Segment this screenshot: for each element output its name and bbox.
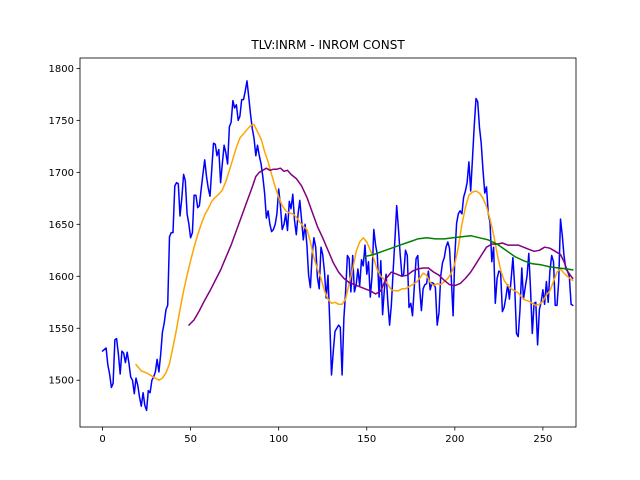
y-tick-label: 1800: [49, 64, 74, 75]
series-line-3: [364, 234, 574, 271]
x-tick-label: 250: [533, 434, 552, 445]
y-tick-label: 1750: [49, 116, 74, 127]
y-tick-label: 1600: [49, 272, 74, 283]
series-line-0: [101, 80, 574, 412]
y-axis: 1500 1550 1600 1650 1700 1750 1800: [49, 64, 80, 387]
x-tick-label: 50: [184, 434, 197, 445]
y-tick-label: 1650: [49, 220, 74, 231]
y-tick-label: 1550: [49, 324, 74, 335]
series-line-2: [188, 167, 574, 326]
series-layer: [101, 80, 574, 412]
chart-title: TLV:INRM - INROM CONST: [250, 38, 405, 52]
plot-frame: [79, 57, 577, 428]
x-tick-label: 100: [269, 434, 288, 445]
series-line-1: [135, 123, 574, 381]
y-tick-label: 1700: [49, 168, 74, 179]
y-tick-label: 1500: [49, 376, 74, 387]
x-axis: 0 50 100 150 200 250: [99, 427, 552, 445]
x-tick-label: 0: [99, 434, 105, 445]
x-tick-label: 150: [357, 434, 376, 445]
x-tick-label: 200: [445, 434, 464, 445]
